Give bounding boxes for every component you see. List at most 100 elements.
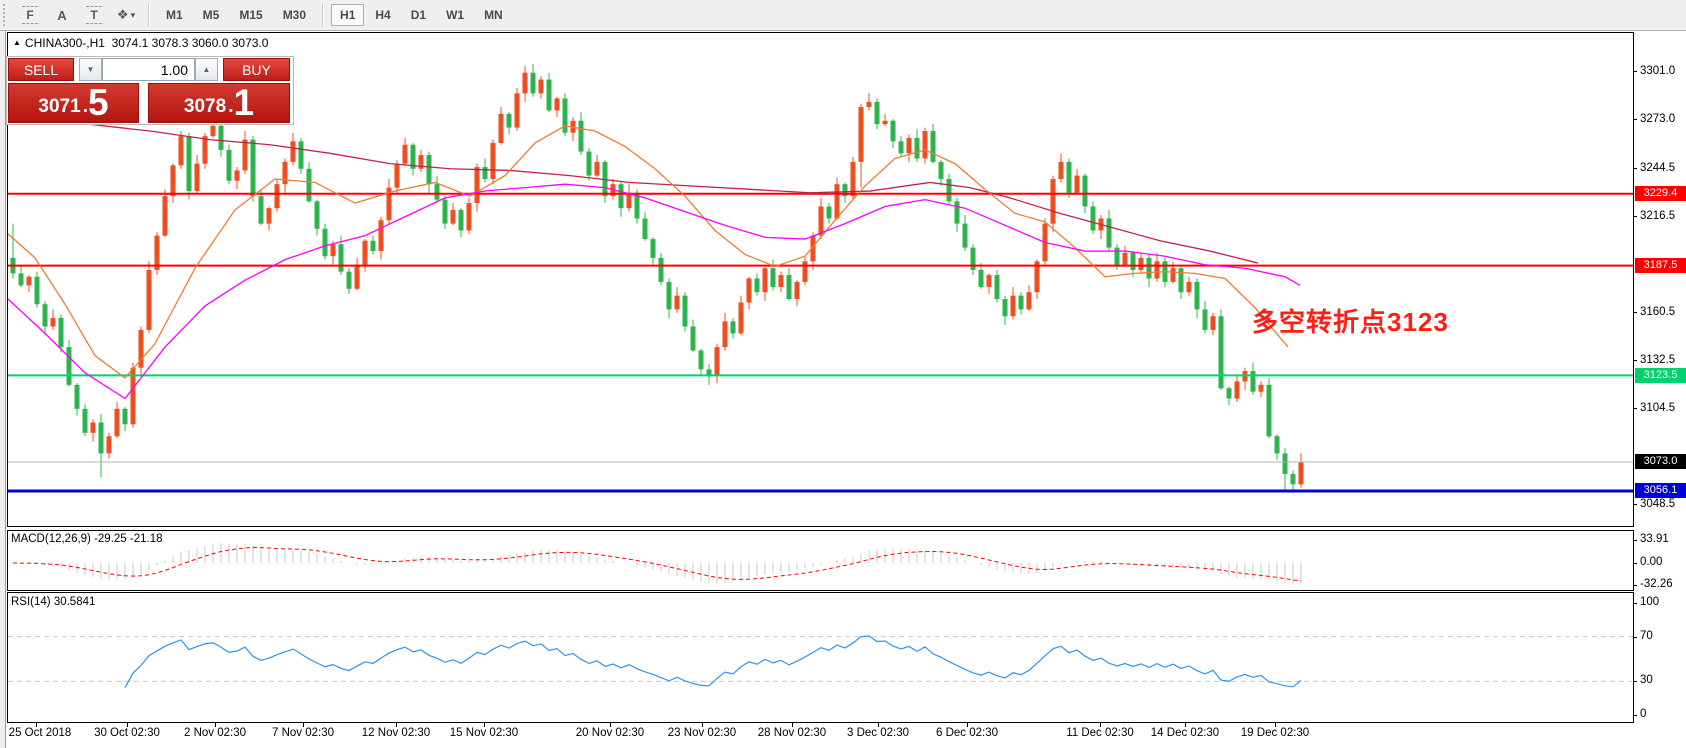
candle xyxy=(258,196,264,224)
candle xyxy=(234,170,240,181)
collapse-icon[interactable]: ▲ xyxy=(13,38,21,47)
timeframe-MN[interactable]: MN xyxy=(484,8,503,22)
price-tick-mark xyxy=(1633,71,1637,72)
candle xyxy=(274,184,280,209)
timeframe-M5[interactable]: M5 xyxy=(202,8,220,22)
candle xyxy=(34,276,40,305)
price-badge-3056.1: 3056.1 xyxy=(1635,483,1686,498)
bid-point: . xyxy=(82,96,88,117)
candlestick-chart[interactable] xyxy=(7,32,1634,527)
candle xyxy=(762,268,768,293)
volume-input[interactable] xyxy=(102,58,195,81)
candle xyxy=(354,264,360,289)
text-tool-icon[interactable]: T xyxy=(80,2,108,28)
candle xyxy=(914,137,920,159)
candle xyxy=(930,131,936,162)
date-axis-label: 15 Nov 02:30 xyxy=(449,727,519,739)
shapes-tool-icon[interactable]: ❖ ▾ xyxy=(116,7,136,22)
sell-button[interactable]: SELL xyxy=(8,58,74,81)
candle xyxy=(922,131,928,159)
buy-button[interactable]: BUY xyxy=(223,58,290,81)
candle xyxy=(594,161,600,176)
candle xyxy=(994,275,1000,300)
toolbar-grip[interactable] xyxy=(3,4,9,26)
candle xyxy=(986,275,992,288)
candle xyxy=(666,281,672,310)
price-axis-label: 3104.5 xyxy=(1640,402,1676,414)
candle xyxy=(1186,281,1192,293)
text-label-tool-icon[interactable]: A xyxy=(57,7,67,23)
candle xyxy=(722,321,728,348)
symbol-period: CHINA300-,H1 xyxy=(24,36,105,50)
ask-big-digit: 1 xyxy=(233,82,255,123)
timeframe-W1[interactable]: W1 xyxy=(446,8,465,22)
candle xyxy=(1154,261,1160,279)
ma-mid-magenta xyxy=(7,183,1301,400)
macd-signal-line xyxy=(12,547,1302,582)
timeframe-H1[interactable]: H1 xyxy=(331,4,365,26)
candle xyxy=(1210,316,1216,330)
candle xyxy=(1034,261,1040,293)
candle xyxy=(530,72,536,94)
candle xyxy=(1178,268,1184,293)
candle xyxy=(1018,295,1024,310)
price-axis-label: 3048.5 xyxy=(1640,498,1676,510)
timeframe-M15[interactable]: M15 xyxy=(239,8,263,22)
rsi-chart[interactable] xyxy=(7,592,1634,723)
candle xyxy=(906,137,912,154)
candle xyxy=(442,199,448,224)
timeframe-H4[interactable]: H4 xyxy=(375,8,391,22)
volume-decrease-button[interactable]: ▼ xyxy=(79,58,102,81)
macd-axis-label: 33.91 xyxy=(1640,533,1669,545)
date-axis-label: 7 Nov 02:30 xyxy=(271,727,335,739)
candle xyxy=(1258,384,1264,392)
macd-chart[interactable] xyxy=(7,530,1634,591)
candle xyxy=(970,247,976,270)
candle xyxy=(826,206,832,219)
bid-price-panel[interactable]: 3071. 5 xyxy=(8,83,139,123)
dropdown-caret-icon: ▾ xyxy=(130,9,136,20)
candle xyxy=(810,235,816,262)
candle xyxy=(1058,161,1064,180)
ask-int: 3078 xyxy=(183,96,227,117)
candle xyxy=(162,196,168,236)
candle xyxy=(202,136,208,164)
chart-annotation-text[interactable]: 多空转折点3123 xyxy=(1252,307,1449,337)
candle xyxy=(330,244,336,257)
ask-price-panel[interactable]: 3078. 1 xyxy=(148,83,290,123)
candle xyxy=(90,422,96,433)
candle xyxy=(114,408,120,437)
candle xyxy=(818,206,824,236)
candle xyxy=(410,144,416,169)
date-axis-label: 6 Dec 02:30 xyxy=(935,727,999,739)
ma-slow-crimson xyxy=(87,123,1259,264)
candle xyxy=(466,203,472,231)
rsi-label: RSI(14) 30.5841 xyxy=(11,596,96,608)
price-tick-mark xyxy=(1633,216,1637,217)
candle xyxy=(226,149,232,181)
timeframe-M1[interactable]: M1 xyxy=(166,8,183,22)
fibonacci-tool-icon[interactable]: F xyxy=(16,2,44,28)
candle xyxy=(18,273,24,286)
candle xyxy=(490,143,496,180)
price-tick-mark xyxy=(1633,504,1637,505)
price-tick-mark xyxy=(1633,408,1637,409)
candle xyxy=(850,161,856,197)
macd-axis-label: 0.00 xyxy=(1640,556,1663,568)
candle xyxy=(82,408,88,433)
candle xyxy=(514,93,520,128)
timeframe-M30[interactable]: M30 xyxy=(282,8,307,22)
candle xyxy=(954,201,960,224)
macd-panel[interactable] xyxy=(7,530,1634,596)
price-axis-label: 3160.5 xyxy=(1640,306,1676,318)
rsi-panel[interactable] xyxy=(7,592,1634,728)
candle xyxy=(962,223,968,248)
candle xyxy=(1090,206,1096,231)
volume-increase-button[interactable]: ▲ xyxy=(195,58,218,81)
candle xyxy=(250,139,256,197)
candle xyxy=(170,165,176,197)
timeframe-D1[interactable]: D1 xyxy=(410,8,427,22)
candle xyxy=(1170,268,1176,282)
candle xyxy=(890,120,896,142)
